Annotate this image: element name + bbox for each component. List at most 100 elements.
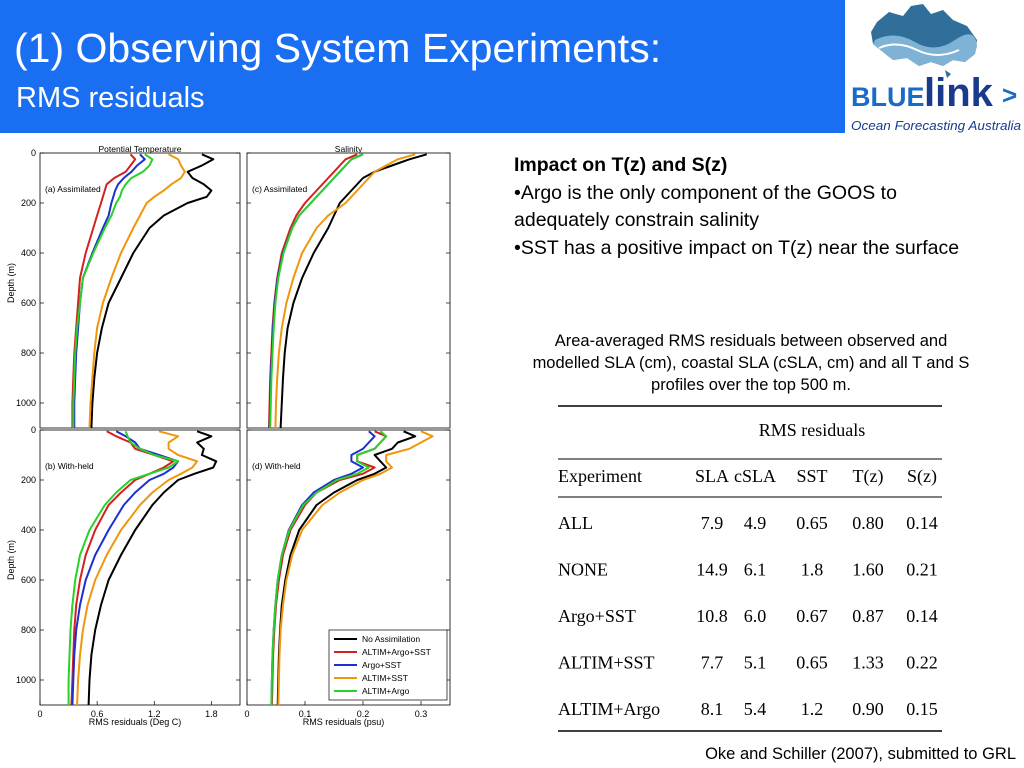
- y-tick-label: 0: [31, 148, 36, 158]
- y-tick-label: 1000: [16, 398, 36, 408]
- x-tick-label: 0: [37, 709, 42, 719]
- series-line-altim-argo-sst: [70, 430, 175, 706]
- australia-map-wave-icon: [871, 4, 977, 78]
- table-header-cell: S(z): [907, 466, 937, 487]
- table-row: ALTIM+Argo 8.1 5.4 1.2 0.90 0.15: [558, 699, 938, 719]
- y-axis-label: Depth (m): [6, 540, 16, 580]
- table-cell: 0.15: [906, 699, 938, 719]
- table-cell: Argo+SST: [558, 606, 636, 626]
- table-cell: 5.1: [744, 653, 767, 673]
- title-banner: (1) Observing System Experiments: RMS re…: [0, 0, 1024, 133]
- series-line-altim-sst: [277, 430, 434, 706]
- table-row: ALTIM+SST 7.7 5.1 0.65 1.33 0.22: [558, 653, 938, 673]
- panel-label: (b) With-held: [45, 461, 94, 471]
- impact-text: Impact on T(z) and S(z) •Argo is the onl…: [514, 152, 984, 262]
- table-cell: 1.8: [801, 560, 824, 580]
- impact-bullet-sst: •SST has a positive impact on T(z) near …: [514, 236, 960, 259]
- panel-label: (d) With-held: [252, 461, 301, 471]
- legend-entry: Argo+SST: [362, 660, 401, 670]
- table-header-cell: Experiment: [558, 466, 642, 486]
- table-cell: 7.7: [701, 653, 724, 673]
- logo-word-link: link: [924, 71, 994, 115]
- impact-bullet-argo: •Argo is the only component of the GOOS …: [514, 181, 897, 232]
- table-cell: 1.2: [801, 699, 824, 719]
- table-cell: 4.9: [744, 513, 767, 533]
- table-cell: 14.9: [696, 560, 728, 580]
- table-cell: 6.0: [744, 606, 767, 626]
- table-row: NONE 14.9 6.1 1.8 1.60 0.21: [558, 560, 938, 580]
- table-cell: 0.87: [852, 606, 884, 626]
- panel-3: 0 200 400 600 800 1000 0 0.6 1.2 1.8 (b) With-held…: [6, 425, 241, 727]
- table-header-cell: cSLA: [734, 466, 776, 486]
- table-cell: ALL: [558, 513, 593, 533]
- profile-figure: 0 200 400 600 800 1000 (a) Assimilated Potentia…: [6, 144, 451, 727]
- y-tick-label: 800: [21, 625, 36, 635]
- y-tick-label: 200: [21, 475, 36, 485]
- table-cell: 6.1: [744, 560, 767, 580]
- logo-word-blue: BLUE: [851, 82, 925, 112]
- y-tick-label: 800: [21, 348, 36, 358]
- panel-label: (c) Assimilated: [252, 184, 308, 194]
- table-cell: 0.90: [852, 699, 884, 719]
- table-cell: 0.67: [796, 606, 828, 626]
- y-tick-label: 600: [21, 575, 36, 585]
- series-line-altim-sst: [274, 153, 416, 429]
- series-line-no-assimilation: [90, 153, 215, 429]
- legend-entry: ALTIM+SST: [362, 673, 408, 683]
- panel-title: Salinity: [335, 144, 363, 154]
- x-tick-label: 0.2: [357, 709, 370, 719]
- table-cell: 7.9: [701, 513, 724, 533]
- table-cell: 0.22: [906, 653, 938, 673]
- legend-entry: ALTIM+Argo+SST: [362, 647, 431, 657]
- table-header-cell: T(z): [853, 466, 884, 487]
- legend-entry: No Assimilation: [362, 634, 420, 644]
- table-cell: 1.60: [852, 560, 884, 580]
- x-tick-label: 1.8: [205, 709, 218, 719]
- y-tick-label: 1000: [16, 675, 36, 685]
- panel-2: (c) Assimilated Salinity: [246, 144, 451, 429]
- table-cell: 0.65: [796, 653, 828, 673]
- series-line-altim-argo: [72, 153, 154, 428]
- table-cell: 10.8: [696, 606, 728, 626]
- table-cell: ALTIM+Argo: [558, 699, 660, 719]
- series-line-altim-argo: [270, 430, 388, 706]
- panel-title: Potential Temperature: [98, 144, 181, 154]
- table-cell: 0.80: [852, 513, 884, 533]
- x-tick-label: 1.2: [148, 709, 161, 719]
- panel-label: (a) Assimilated: [45, 184, 101, 194]
- table-header-cell: SST: [796, 466, 827, 486]
- x-axis-label: RMS residuals (psu): [303, 717, 385, 727]
- panel-1: 0 200 400 600 800 1000 (a) Assimilated Potentia…: [6, 144, 241, 429]
- x-tick-label: 0.3: [415, 709, 428, 719]
- table-cell: 1.33: [852, 653, 884, 673]
- table-caption: Area-averaged RMS residuals between obse…: [532, 332, 970, 394]
- impact-heading: Impact on T(z) and S(z): [514, 154, 728, 176]
- x-axis-label: RMS residuals (Deg C): [89, 717, 182, 727]
- series-line-altim-sst: [88, 153, 186, 429]
- table-cell: 8.1: [701, 699, 724, 719]
- logo-tagline: Ocean Forecasting Australia: [851, 118, 1021, 133]
- table-row: Argo+SST 10.8 6.0 0.67 0.87 0.14: [558, 606, 938, 626]
- legend-entry: ALTIM+Argo: [362, 686, 410, 696]
- series-line-altim-argo: [67, 430, 180, 705]
- panel-frame: [39, 152, 241, 429]
- y-tick-label: 600: [21, 298, 36, 308]
- y-tick-label: 200: [21, 198, 36, 208]
- table-cell: 0.14: [906, 513, 938, 533]
- table-title: RMS residuals: [759, 420, 866, 440]
- table-cell: NONE: [558, 560, 608, 580]
- rms-table: RMS residuals Experiment SLA cSLA SST T(z) S(z…: [558, 405, 942, 732]
- table-cell: ALTIM+SST: [558, 653, 655, 673]
- x-tick-label: 0.6: [91, 709, 104, 719]
- bluelink-logo: BLUE link > Ocean Forecasting Australia: [845, 0, 1024, 133]
- citation: Oke and Schiller (2007), submitted to GR…: [705, 745, 1016, 763]
- table-cell: 0.14: [906, 606, 938, 626]
- table-header-cell: SLA: [695, 466, 729, 486]
- slide-title: (1) Observing System Experiments:: [14, 25, 662, 71]
- series-line-altim-sst: [76, 430, 199, 706]
- y-axis-label: Depth (m): [6, 263, 16, 303]
- x-tick-label: 0: [244, 709, 249, 719]
- x-tick-label: 0.1: [299, 709, 312, 719]
- y-tick-label: 0: [31, 425, 36, 435]
- series-line-altim-argo: [269, 153, 364, 429]
